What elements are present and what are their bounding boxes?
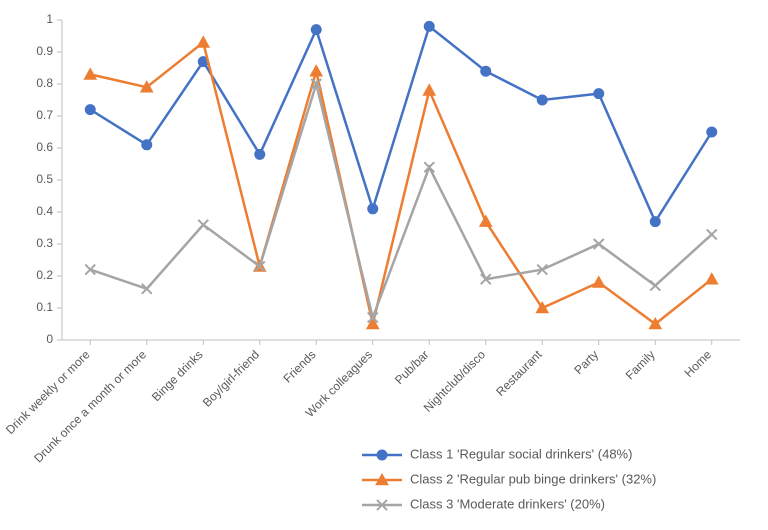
- legend-item-class2: Class 2 'Regular pub binge drinkers' (32…: [362, 471, 656, 486]
- x-category-label: Drunk once a month or more: [31, 347, 149, 465]
- marker-circle: [85, 105, 95, 115]
- y-tick-label: 0.8: [36, 76, 53, 90]
- legend-item-class1: Class 1 'Regular social drinkers' (48%): [362, 446, 632, 461]
- x-category-label: Friends: [280, 347, 318, 385]
- marker-circle: [537, 95, 547, 105]
- marker-triangle: [197, 36, 209, 47]
- y-tick-label: 1: [46, 12, 53, 26]
- series-line-class2: [90, 42, 712, 324]
- marker-triangle: [480, 216, 492, 227]
- marker-circle: [650, 217, 660, 227]
- marker-triangle: [593, 276, 605, 287]
- legend-item-class3: Class 3 'Moderate drinkers' (20%): [362, 496, 605, 511]
- marker-circle: [255, 149, 265, 159]
- marker-triangle: [84, 68, 96, 79]
- series-line-class1: [90, 26, 712, 221]
- x-category-label: Party: [571, 347, 601, 377]
- marker-circle: [368, 204, 378, 214]
- x-category-label: Home: [682, 347, 715, 380]
- y-tick-label: 0.3: [36, 236, 53, 250]
- x-category-label: Restaurant: [493, 347, 545, 399]
- legend-label: Class 2 'Regular pub binge drinkers' (32…: [410, 471, 656, 486]
- marker-circle: [481, 66, 491, 76]
- marker-circle: [377, 450, 387, 460]
- x-category-label: Binge drinks: [149, 347, 206, 404]
- marker-circle: [594, 89, 604, 99]
- y-tick-label: 0: [46, 332, 53, 346]
- marker-triangle: [423, 84, 435, 95]
- y-tick-label: 0.4: [36, 204, 53, 218]
- y-tick-label: 0.9: [36, 44, 53, 58]
- line-chart: 00.10.20.30.40.50.60.70.80.91Drink weekl…: [0, 0, 768, 530]
- y-tick-label: 0.7: [36, 108, 53, 122]
- y-tick-label: 0.1: [36, 300, 53, 314]
- x-category-label: Pub/bar: [392, 347, 432, 387]
- marker-circle: [424, 21, 434, 31]
- series-class1: [85, 21, 717, 226]
- x-category-label: Family: [623, 347, 658, 382]
- marker-circle: [142, 140, 152, 150]
- marker-circle: [311, 25, 321, 35]
- chart-container: 00.10.20.30.40.50.60.70.80.91Drink weekl…: [0, 0, 768, 530]
- marker-circle: [707, 127, 717, 137]
- legend-label: Class 3 'Moderate drinkers' (20%): [410, 496, 605, 511]
- legend-label: Class 1 'Regular social drinkers' (48%): [410, 446, 632, 461]
- marker-triangle: [310, 65, 322, 76]
- marker-triangle: [706, 273, 718, 284]
- series-class2: [84, 36, 718, 328]
- y-tick-label: 0.6: [36, 140, 53, 154]
- y-tick-label: 0.2: [36, 268, 53, 282]
- y-tick-label: 0.5: [36, 172, 53, 186]
- x-category-label: Boy/girl-friend: [200, 347, 262, 409]
